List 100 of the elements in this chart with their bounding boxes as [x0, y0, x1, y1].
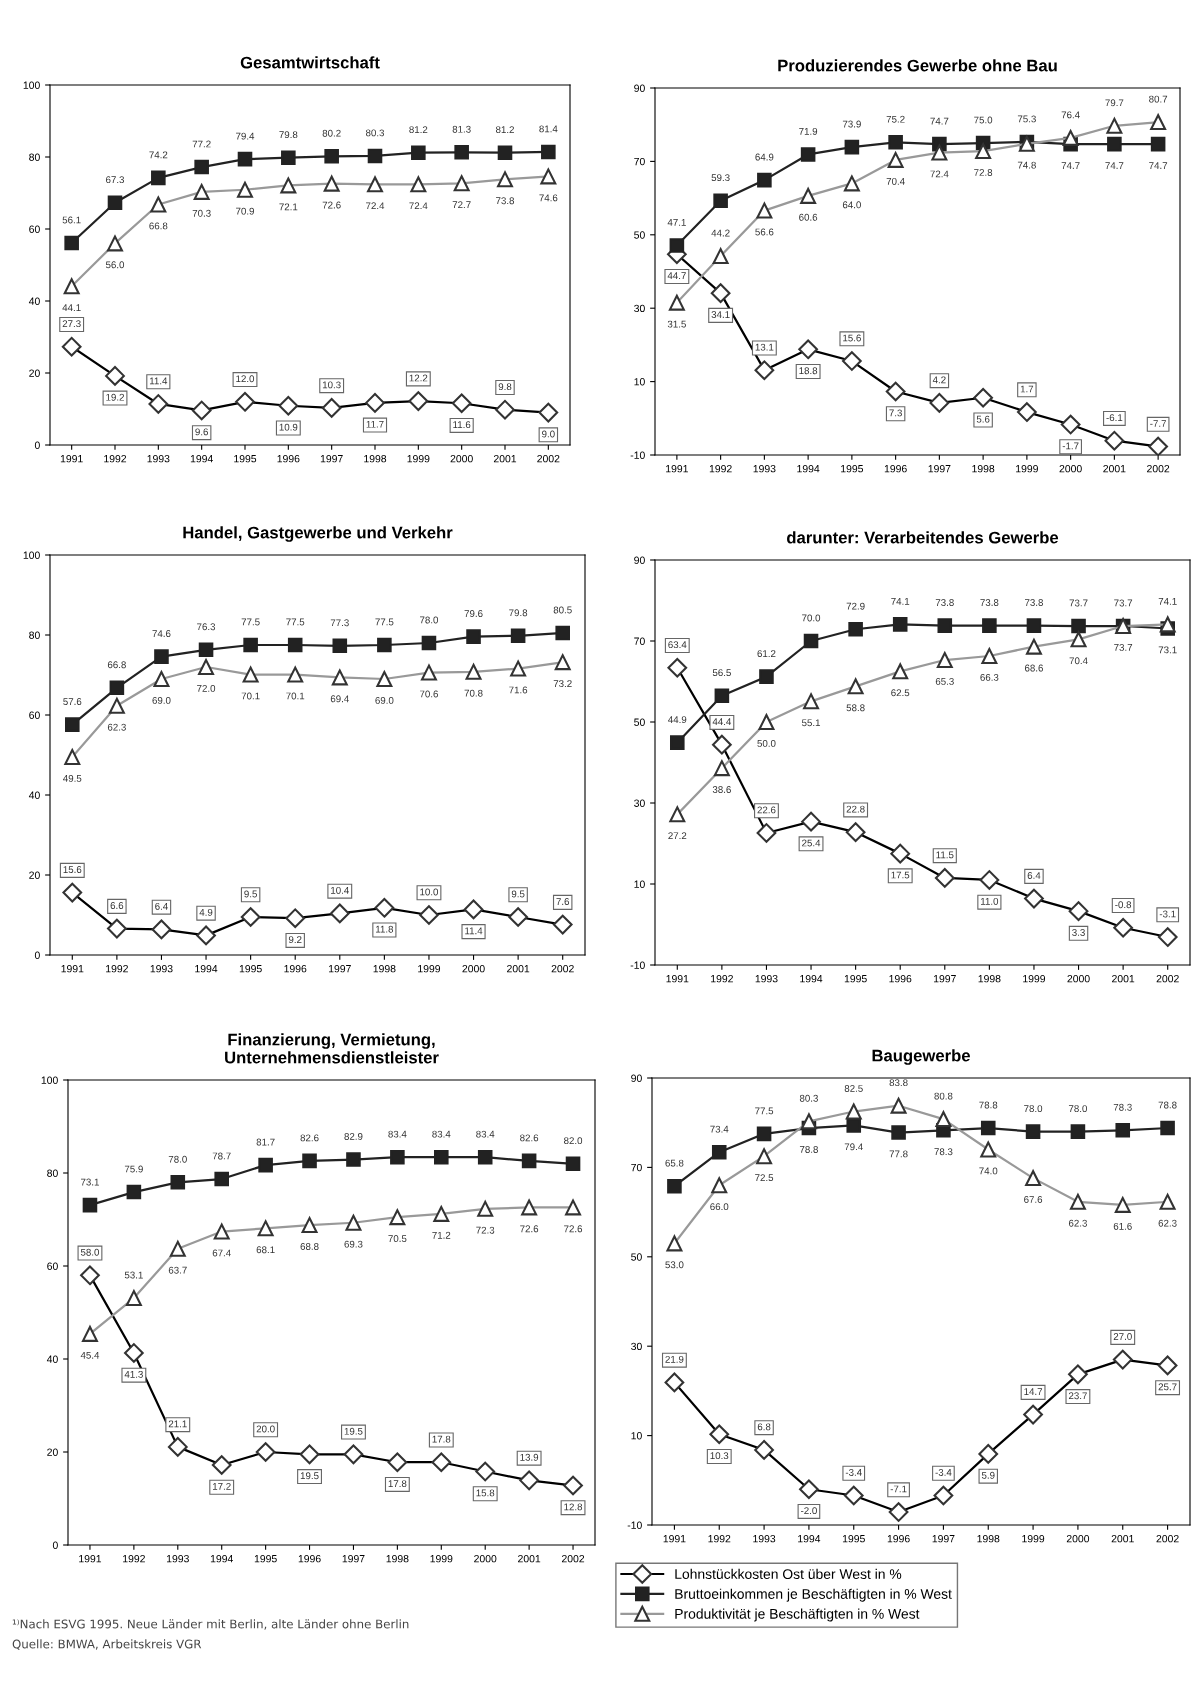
data-label: 82.9: [344, 1133, 363, 1140]
data-label: 83.8: [889, 1079, 908, 1087]
data-label: 78.7: [212, 1152, 231, 1160]
chart-title: darunter: Verarbeitendes Gewerbe: [787, 531, 1059, 544]
data-label: 68.6: [1024, 664, 1043, 672]
x-tick-label: 2001: [518, 1555, 541, 1563]
data-label: 19.5: [300, 1472, 319, 1480]
y-tick-label: 50: [631, 1253, 642, 1261]
data-label: 72.6: [564, 1225, 583, 1233]
x-tick-label: 2000: [1067, 975, 1090, 983]
data-label: 77.2: [192, 140, 211, 148]
data-label: 61.2: [757, 650, 776, 658]
y-tick-label: 100: [41, 1076, 58, 1084]
data-label: 81.3: [452, 125, 471, 133]
x-tick-label: 2000: [1066, 1535, 1090, 1543]
data-label: 72.4: [930, 170, 949, 178]
data-label: 79.6: [464, 610, 483, 617]
data-label: 82.6: [520, 1134, 539, 1142]
x-tick-label: 2002: [551, 965, 574, 973]
y-tick-label: 80: [29, 153, 40, 161]
data-label: 70.0: [802, 614, 821, 622]
data-label: 74.7: [1149, 162, 1168, 169]
data-label: 62.3: [107, 723, 126, 731]
x-tick-label: 1993: [753, 1535, 776, 1543]
data-label: 44.7: [667, 272, 686, 279]
x-tick-label: 1998: [972, 465, 995, 473]
data-label: 78.8: [1158, 1101, 1177, 1109]
data-label: 44.9: [668, 716, 687, 724]
x-tick-label: 1996: [284, 965, 307, 973]
data-label: 80.7: [1149, 95, 1168, 103]
y-tick-label: 40: [28, 791, 40, 799]
data-label: 15.8: [476, 1489, 495, 1497]
data-label: 65.8: [665, 1159, 684, 1167]
data-label: 74.2: [149, 151, 168, 159]
data-label: 11.4: [465, 927, 483, 935]
data-label: 44.2: [711, 229, 730, 237]
data-label: 74.7: [930, 117, 949, 125]
data-label: -2.0: [800, 1507, 817, 1515]
data-label: 17.5: [891, 871, 910, 879]
y-tick-label: 50: [634, 231, 645, 239]
data-label: -3.4: [935, 1469, 952, 1476]
data-label: 77.5: [286, 618, 305, 626]
data-label: 80.3: [365, 129, 385, 137]
x-tick-label: 1995: [234, 455, 257, 463]
x-tick-label: 1997: [928, 465, 951, 473]
data-label: 10.9: [279, 423, 298, 431]
data-label: 72.4: [366, 202, 385, 210]
x-tick-label: 1999: [1023, 975, 1046, 983]
y-tick-label: 20: [29, 369, 40, 377]
chart-title: Baugewerbe: [872, 1049, 970, 1065]
data-label: 5.6: [976, 415, 990, 423]
x-tick-label: 1994: [800, 975, 823, 983]
data-label: 77.5: [241, 618, 260, 626]
y-tick-label: 10: [634, 378, 645, 386]
data-label: 9.6: [195, 428, 208, 436]
data-label: 59.3: [711, 174, 730, 182]
data-label: 6.4: [155, 902, 168, 910]
data-label: 11.4: [149, 377, 168, 385]
data-label: 83.4: [388, 1130, 407, 1138]
data-label: 79.7: [1105, 99, 1124, 107]
data-label: 44.4: [712, 718, 732, 725]
x-tick-label: 1995: [844, 975, 867, 983]
data-label: 70.4: [886, 177, 905, 185]
data-label: 77.5: [755, 1107, 774, 1115]
y-tick-label: 90: [631, 1074, 642, 1082]
data-label: 7.3: [889, 409, 902, 417]
x-tick-label: 1998: [977, 1535, 1000, 1543]
chart-title: Finanzierung, Vermietung, Unternehmensdienstleister: [225, 1033, 439, 1064]
data-label: 4.2: [932, 376, 946, 384]
data-label: 80.8: [934, 1092, 953, 1100]
data-label: 79.8: [509, 609, 528, 617]
data-label: 10.3: [710, 1452, 729, 1460]
source-note: Quelle: BMWA, Arbeitskreis VGR: [12, 1639, 202, 1650]
y-tick-label: 60: [29, 711, 40, 719]
legend-label: Lohnstückkosten Ost über West in %: [675, 1568, 902, 1579]
data-label: 69.3: [344, 1240, 363, 1248]
data-label: 66.8: [107, 661, 126, 669]
data-label: 76.4: [1061, 111, 1080, 119]
data-label: -7.7: [1150, 420, 1167, 427]
data-label: 79.4: [844, 1143, 863, 1151]
data-label: 15.6: [843, 334, 861, 342]
text: ¹⁾Nach ESVG 1995. Neue Länder mit Berlin, alte Länder ohne Berlin: [12, 1619, 409, 1630]
y-tick-label: -10: [627, 1521, 642, 1529]
data-label: 23.7: [1068, 1392, 1087, 1400]
y-tick-label: 30: [631, 1342, 642, 1351]
x-tick-label: 1996: [298, 1555, 321, 1563]
data-label: 11.0: [981, 897, 999, 905]
data-label: 60.6: [799, 213, 818, 221]
data-label: 82.0: [564, 1137, 583, 1145]
data-label: 73.1: [1158, 646, 1177, 654]
data-label: 79.4: [236, 132, 255, 140]
x-tick-label: 1991: [666, 465, 688, 473]
data-label: -1.7: [1062, 442, 1079, 450]
data-label: 73.8: [1025, 599, 1043, 606]
x-tick-label: 1995: [254, 1555, 277, 1563]
data-label: 72.1: [279, 203, 298, 211]
data-label: 10.3: [322, 381, 341, 389]
data-label: 17.8: [432, 1435, 451, 1443]
x-tick-label: 2001: [1111, 1535, 1134, 1543]
x-tick-label: 1997: [342, 1555, 365, 1563]
